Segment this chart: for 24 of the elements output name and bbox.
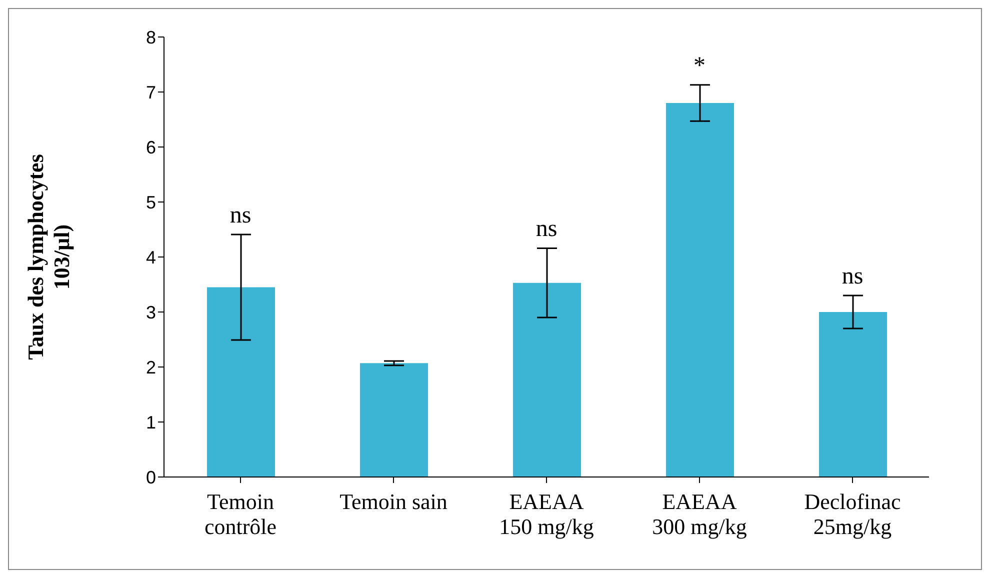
y-tick-label: 4 (146, 247, 156, 268)
y-tick-label: 8 (146, 27, 156, 48)
data-label: ns (842, 264, 864, 290)
x-tick-label: Temoin contrôle (204, 489, 277, 539)
data-label: ns (536, 216, 558, 242)
x-tick-label: EAEAA 150 mg/kg (499, 489, 594, 539)
y-tick-label: 1 (146, 412, 156, 432)
data-label: * (694, 52, 706, 79)
y-tick-label: 3 (146, 302, 156, 322)
x-tick-label: Temoin sain (340, 489, 448, 514)
bar (666, 103, 734, 477)
y-tick-label: 7 (146, 82, 156, 102)
bar (513, 282, 581, 477)
x-tick-label: EAEAA 300 mg/kg (652, 489, 747, 539)
x-tick-label: Declofinac 25mg/kg (804, 489, 901, 539)
y-tick-label: 0 (146, 467, 156, 488)
y-axis-title: Taux des lymphocytes 103/µl) (23, 154, 74, 360)
y-tick-label: 5 (146, 192, 156, 212)
bar (360, 363, 428, 477)
y-tick-label: 6 (146, 137, 156, 158)
bar (207, 287, 275, 477)
bar (819, 312, 887, 477)
data-label: ns (230, 202, 252, 228)
y-tick-label: 2 (146, 357, 156, 378)
